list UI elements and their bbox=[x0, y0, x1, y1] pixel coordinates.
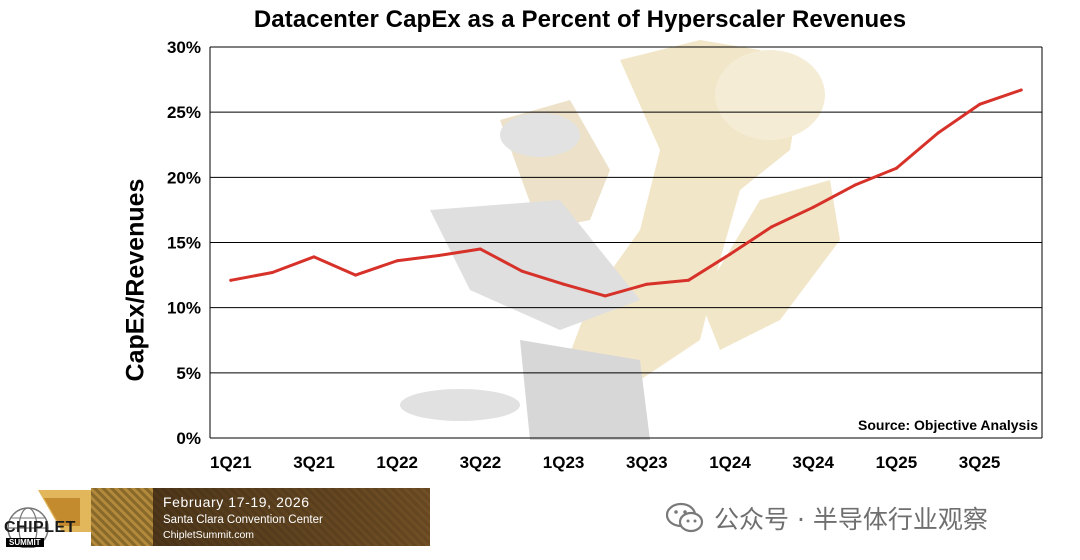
y-tick-label: 10% bbox=[167, 299, 201, 318]
data-point bbox=[603, 294, 607, 298]
y-tick-label: 0% bbox=[176, 429, 201, 448]
chiplet-summit-logo[interactable]: CHIPLET SUMMIT bbox=[0, 486, 92, 549]
x-tick-label: 1Q24 bbox=[709, 453, 751, 472]
x-tick-labels: 1Q21 3Q21 1Q22 3Q22 1Q23 3Q23 1Q24 3Q24 1Q25 3Q25 bbox=[210, 453, 1000, 472]
y-tick-labels: 0% 5% 10% 15% 20% 25% 30% bbox=[167, 38, 201, 448]
data-point bbox=[894, 166, 898, 170]
data-point bbox=[354, 273, 358, 277]
x-tick-label: 3Q22 bbox=[460, 453, 502, 472]
x-tick-label: 1Q21 bbox=[210, 453, 252, 472]
data-point bbox=[395, 259, 399, 263]
x-tick-label: 1Q22 bbox=[376, 453, 418, 472]
grid-lines bbox=[209, 46, 1043, 439]
line-chart: 0% 5% 10% 15% 20% 25% 30% 1Q21 3Q21 1Q22 3Q22 1Q23… bbox=[167, 38, 1043, 472]
data-series bbox=[229, 88, 1023, 298]
x-tick-label: 3Q25 bbox=[959, 453, 1001, 472]
banner-date: February 17-19, 2026 bbox=[163, 494, 310, 510]
y-tick-label: 5% bbox=[176, 364, 201, 383]
data-point bbox=[645, 282, 649, 286]
data-point bbox=[770, 225, 774, 229]
y-tick-label: 30% bbox=[167, 38, 201, 57]
banner-venue: Santa Clara Convention Center bbox=[163, 514, 323, 526]
microscope-background-image bbox=[400, 40, 840, 440]
data-point bbox=[853, 183, 857, 187]
x-tick-label: 1Q23 bbox=[543, 453, 585, 472]
source-note: Source: Objective Analysis bbox=[856, 417, 1040, 433]
data-point bbox=[270, 270, 274, 274]
data-point bbox=[437, 254, 441, 258]
globe-icon bbox=[7, 490, 92, 549]
data-point bbox=[229, 278, 233, 282]
data-point bbox=[686, 278, 690, 282]
y-tick-label: 15% bbox=[167, 234, 201, 253]
wechat-account-label: 公众号 · 半导体行业观察 bbox=[666, 500, 988, 536]
data-point bbox=[478, 247, 482, 251]
data-point bbox=[936, 131, 940, 135]
x-tick-label: 3Q21 bbox=[293, 453, 335, 472]
y-tick-label: 20% bbox=[167, 168, 201, 187]
wechat-icon bbox=[666, 502, 704, 533]
event-banner[interactable]: February 17-19, 2026 Santa Clara Convent… bbox=[91, 488, 430, 546]
footer: CHIPLET SUMMIT February 17-19, 2026 Sant… bbox=[0, 486, 1080, 560]
data-point bbox=[728, 252, 732, 256]
data-point bbox=[562, 282, 566, 286]
banner-url: ChipletSummit.com bbox=[163, 529, 255, 541]
wechat-text: 公众号 · 半导体行业观察 bbox=[714, 505, 988, 534]
logo-subtext: SUMMIT bbox=[6, 538, 44, 547]
data-point bbox=[811, 205, 815, 209]
data-point bbox=[1019, 88, 1023, 92]
chart-title: Datacenter CapEx as a Percent of Hypersc… bbox=[253, 6, 907, 33]
series-line bbox=[229, 88, 1023, 298]
x-tick-label: 1Q25 bbox=[876, 453, 918, 472]
x-tick-label: 3Q23 bbox=[626, 453, 668, 472]
banner-background bbox=[153, 488, 430, 546]
data-point bbox=[978, 102, 982, 106]
logo-text: CHIPLET bbox=[4, 519, 76, 536]
data-point bbox=[520, 269, 524, 273]
x-tick-label: 3Q24 bbox=[792, 453, 834, 472]
data-point bbox=[312, 255, 316, 259]
y-tick-label: 25% bbox=[167, 103, 201, 122]
